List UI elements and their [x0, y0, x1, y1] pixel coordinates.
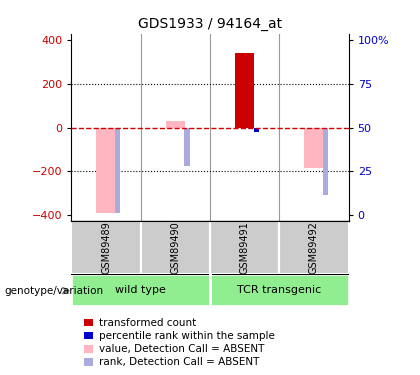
Text: wild type: wild type	[115, 285, 166, 295]
Bar	[323, 128, 328, 195]
Bar	[71, 221, 141, 274]
Bar	[96, 128, 116, 213]
Bar	[165, 121, 185, 128]
Text: TCR transgenic: TCR transgenic	[237, 285, 321, 295]
Bar	[115, 128, 121, 213]
Text: GSM89491: GSM89491	[240, 221, 249, 274]
Text: genotype/variation: genotype/variation	[4, 286, 103, 296]
Bar	[210, 274, 349, 306]
Text: value, Detection Call = ABSENT: value, Detection Call = ABSENT	[99, 344, 264, 354]
Text: GSM89490: GSM89490	[171, 221, 180, 274]
Bar	[279, 221, 349, 274]
Text: GSM89489: GSM89489	[101, 221, 111, 274]
Bar	[210, 221, 279, 274]
Text: rank, Detection Call = ABSENT: rank, Detection Call = ABSENT	[99, 357, 259, 367]
Text: percentile rank within the sample: percentile rank within the sample	[99, 331, 275, 340]
Text: transformed count: transformed count	[99, 318, 196, 327]
Bar	[141, 221, 210, 274]
Bar	[254, 128, 259, 132]
Bar	[184, 128, 190, 166]
Bar	[71, 274, 210, 306]
Title: GDS1933 / 94164_at: GDS1933 / 94164_at	[138, 17, 282, 32]
Text: GSM89492: GSM89492	[309, 221, 319, 274]
Bar	[304, 128, 324, 168]
Bar	[235, 53, 255, 128]
